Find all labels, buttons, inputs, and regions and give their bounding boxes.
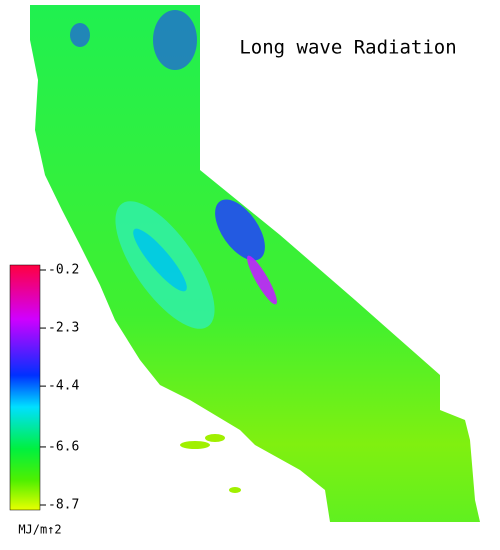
colorbar-tick-label: -4.4: [48, 379, 79, 394]
colorbar-tick-label: -8.7: [48, 498, 79, 513]
colorbar-tick-label: -2.3: [48, 321, 79, 336]
island: [205, 434, 225, 442]
island: [229, 487, 241, 493]
colorbar-unit: MJ/m↑2: [18, 523, 61, 537]
island: [180, 441, 210, 449]
california-map: [30, 5, 480, 522]
colorbar-tick-label: -0.2: [48, 263, 79, 278]
sierra-blue: [215, 199, 265, 261]
northwest-blue: [70, 23, 90, 47]
colorbar-tick-label: -6.6: [48, 439, 79, 454]
valley-core: [133, 228, 187, 292]
colorbar-ticks: -0.2 -2.3 -4.4 -6.6 -8.7: [40, 263, 79, 513]
colorbar: [9, 264, 41, 511]
north-blue: [153, 10, 197, 70]
map-title: Long wave Radiation: [239, 37, 456, 59]
sierra-peak: [247, 255, 277, 305]
